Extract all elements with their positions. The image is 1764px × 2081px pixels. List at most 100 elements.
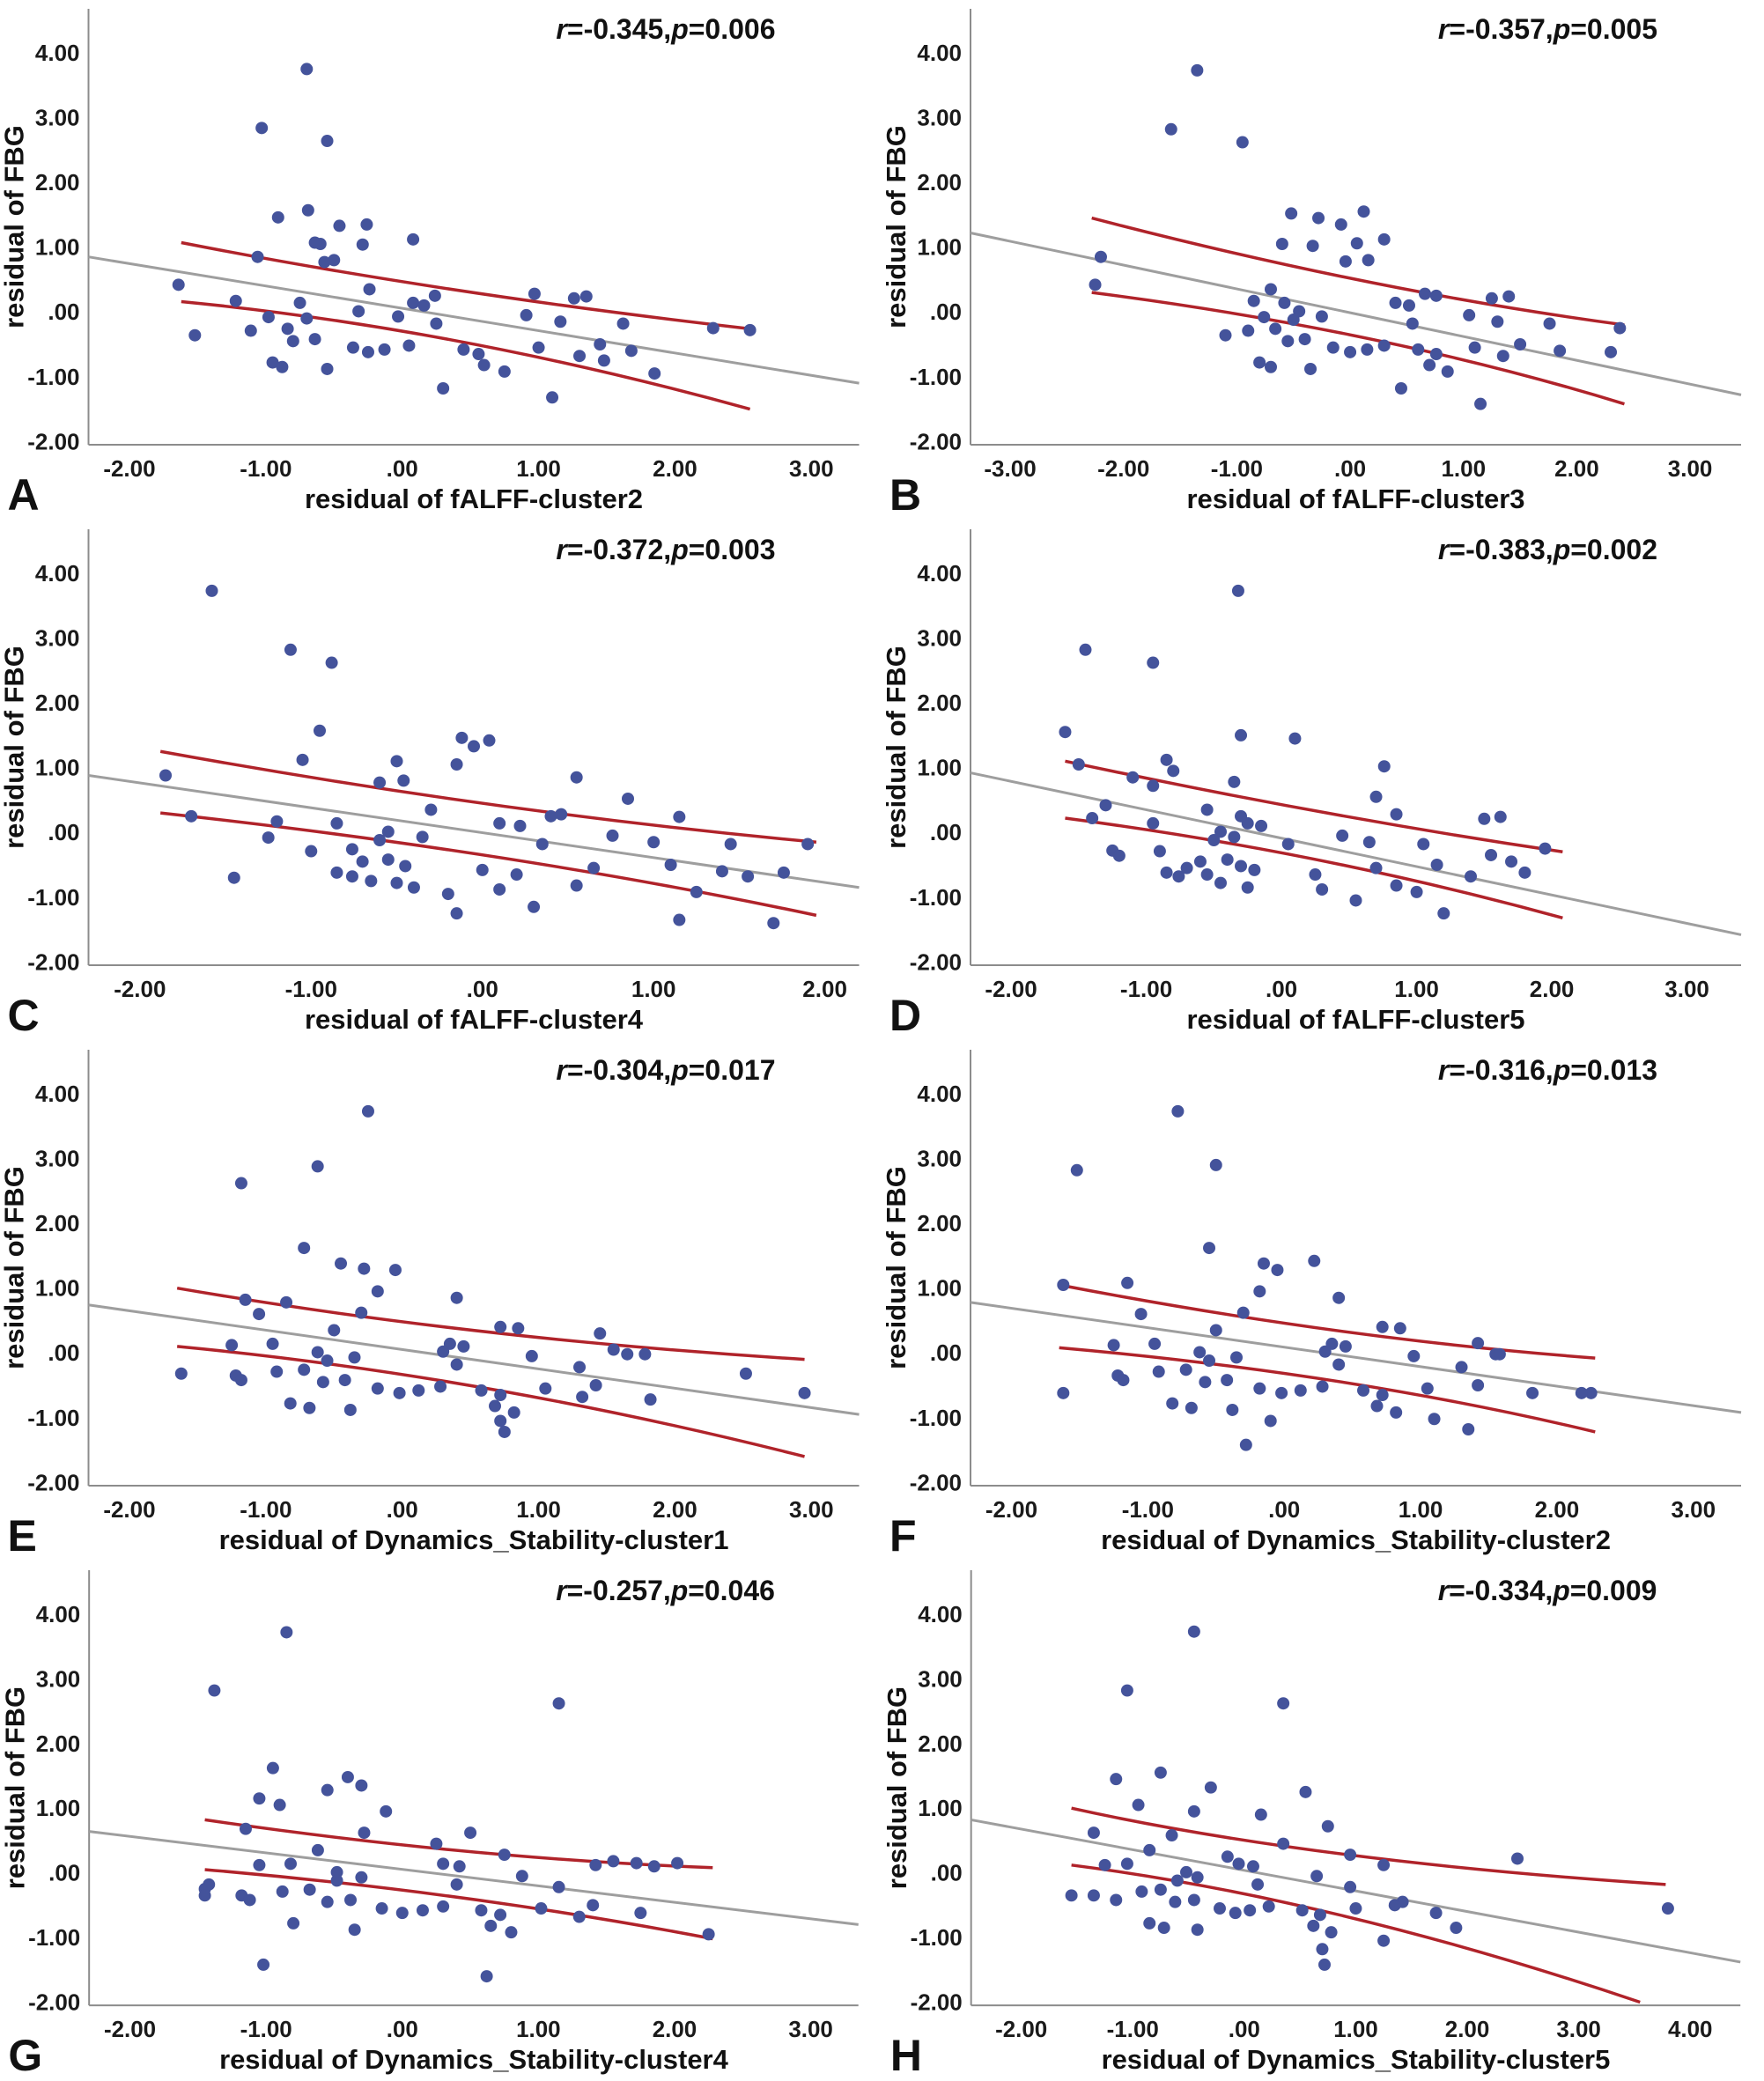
scatter-point	[355, 1871, 368, 1884]
x-tick-label: -2.00	[114, 976, 166, 1002]
scatter-point	[594, 1327, 607, 1340]
scatter-point	[355, 1779, 368, 1792]
ci-upper-line	[1059, 1283, 1596, 1360]
scatter-point	[1299, 1785, 1312, 1798]
scatter-point	[1264, 360, 1277, 373]
scatter-point	[308, 333, 321, 346]
scatter-point	[1152, 1365, 1165, 1378]
y-tick-label: -1.00	[27, 364, 79, 390]
scatter-point	[706, 321, 720, 335]
stats-annotation-part: =0.005	[1570, 13, 1657, 45]
scatter-point	[1172, 870, 1185, 883]
scatter-point	[1505, 855, 1518, 868]
scatter-point	[270, 815, 284, 828]
scatter-point	[1407, 1349, 1421, 1362]
scatter-point	[441, 888, 454, 901]
scatter-point	[648, 367, 661, 380]
scatter-point	[234, 1177, 247, 1190]
scatter-point	[1228, 775, 1241, 788]
scatter-point	[397, 774, 410, 787]
scatter-point	[208, 1684, 221, 1697]
scatter-point	[1390, 1406, 1403, 1419]
stats-annotation-part: =-0.304,	[567, 1054, 671, 1086]
scatter-point	[457, 343, 470, 356]
scatter-point	[1349, 894, 1362, 907]
scatter-point	[453, 1860, 466, 1873]
scatter-point	[407, 232, 420, 246]
scatter-point	[1298, 333, 1311, 346]
y-tick-label: -2.00	[910, 948, 962, 975]
y-tick-label: 2.00	[35, 169, 80, 196]
y-tick-label: 1.00	[35, 755, 80, 781]
scatter-plot-F: 4.00 3.00 2.00 1.00 .00 -1.00 -2.00 -2.00 -1.00.…	[882, 1050, 1742, 1561]
scatter-point	[1214, 876, 1227, 889]
scatter-point	[573, 1361, 587, 1374]
scatter-point	[1377, 760, 1391, 773]
scatter-point	[345, 870, 358, 883]
scatter-plot-G: 4.00 3.00 2.00 1.00 .00 -1.00 -2.00 -2.00 -1.00.…	[0, 1569, 859, 2080]
regression-line	[88, 1830, 859, 1926]
scatter-point	[380, 1804, 393, 1818]
y-axis-label: residual of FBG	[882, 646, 912, 849]
x-tick-label: .00	[387, 455, 418, 482]
scatter-point	[498, 1425, 511, 1438]
scatter-point	[1310, 1870, 1324, 1883]
stats-annotation-part: =0.017	[689, 1054, 776, 1086]
y-tick-label: -2.00	[27, 428, 79, 454]
panel-letter: A	[8, 470, 40, 520]
scatter-point	[298, 1363, 311, 1376]
scatter-point	[457, 1339, 470, 1353]
scatter-point	[535, 838, 549, 851]
scatter-point	[1464, 870, 1477, 883]
scatter-point	[570, 879, 583, 892]
scatter-point	[281, 322, 294, 336]
y-axis-label: residual of FBG	[0, 1166, 30, 1369]
x-tick-label: -1.00	[285, 976, 337, 1002]
scatter-point	[1287, 314, 1300, 327]
scatter-point	[205, 584, 218, 597]
scatter-point	[244, 324, 257, 337]
scatter-point	[1429, 348, 1443, 361]
scatter-point	[1120, 1857, 1133, 1871]
x-tick-label: 3.00	[789, 1496, 834, 1523]
scatter-point	[622, 792, 634, 805]
regression-line	[970, 1301, 1742, 1414]
scatter-point	[371, 1382, 384, 1395]
scatter-point	[1171, 1104, 1185, 1118]
scatter-point	[589, 1858, 602, 1871]
panel-A: 4.00 3.00 2.00 1.00 .00 -1.00 -2.00 -2.00 -1.00.…	[0, 0, 882, 520]
scatter-point	[1209, 1158, 1222, 1171]
scatter-point	[1057, 1278, 1070, 1291]
scatter-point	[1410, 885, 1423, 898]
y-tick-label: 3.00	[917, 1146, 962, 1172]
scatter-point	[1421, 1382, 1434, 1395]
y-axis-label: residual of FBG	[882, 1686, 912, 1889]
x-tick-label: 1.00	[1333, 2018, 1377, 2042]
scatter-point	[390, 876, 403, 889]
scatter-point	[1221, 1850, 1234, 1863]
x-tick-label: -1.00	[240, 455, 292, 482]
stats-annotation-part: p	[1553, 13, 1571, 45]
scatter-point	[365, 874, 378, 888]
y-tick-label: 3.00	[36, 1667, 80, 1692]
y-tick-label: 2.00	[36, 1732, 80, 1757]
scatter-point	[554, 315, 567, 328]
y-tick-label: -1.00	[910, 884, 962, 911]
scatter-point	[1450, 1922, 1463, 1935]
scatter-point	[390, 755, 403, 768]
scatter-point	[450, 757, 463, 771]
scatter-point	[253, 1308, 266, 1321]
panel-H: 4.00 3.00 2.00 1.00 .00 -1.00 -2.00 -2.00 -1.00.…	[882, 1561, 1764, 2081]
scatter-point	[1107, 1339, 1120, 1352]
scatter-point	[378, 343, 391, 356]
scatter-point	[472, 348, 485, 361]
scatter-point	[644, 1393, 657, 1406]
scatter-point	[1318, 1958, 1331, 1971]
y-tick-label: -2.00	[27, 948, 79, 975]
scatter-point	[262, 831, 275, 845]
y-tick-label: 3.00	[35, 105, 80, 131]
stats-annotation: r=-0.372,p=0.003	[556, 534, 775, 565]
scatter-point	[1255, 819, 1268, 832]
scatter-point	[198, 1889, 211, 1902]
scatter-point	[450, 907, 463, 920]
